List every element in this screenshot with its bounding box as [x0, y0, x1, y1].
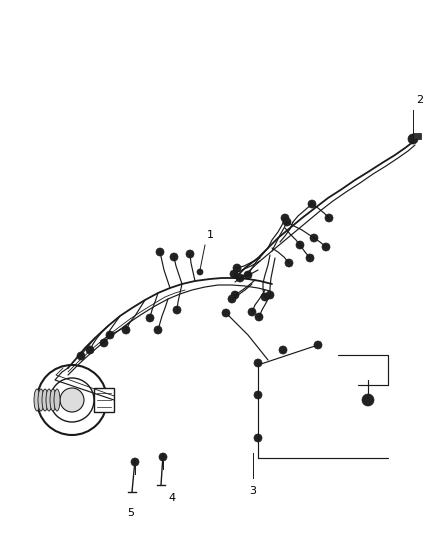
- Ellipse shape: [42, 389, 48, 411]
- Circle shape: [283, 218, 291, 226]
- Circle shape: [100, 339, 108, 347]
- Circle shape: [244, 271, 252, 279]
- Circle shape: [230, 270, 238, 278]
- Circle shape: [222, 309, 230, 317]
- Circle shape: [154, 326, 162, 334]
- Circle shape: [77, 352, 85, 360]
- Text: 4: 4: [168, 493, 175, 503]
- Circle shape: [248, 308, 256, 316]
- Circle shape: [186, 250, 194, 258]
- Ellipse shape: [50, 389, 56, 411]
- Circle shape: [131, 458, 139, 466]
- Circle shape: [255, 313, 263, 321]
- Circle shape: [231, 291, 239, 299]
- Circle shape: [296, 241, 304, 249]
- Circle shape: [285, 259, 293, 267]
- Circle shape: [310, 234, 318, 242]
- Circle shape: [314, 341, 322, 349]
- Circle shape: [197, 269, 203, 275]
- Bar: [413, 133, 421, 139]
- Ellipse shape: [54, 389, 60, 411]
- Circle shape: [362, 394, 374, 406]
- Text: 1: 1: [207, 230, 214, 240]
- Ellipse shape: [46, 389, 52, 411]
- Circle shape: [279, 346, 287, 354]
- Circle shape: [281, 214, 289, 222]
- Circle shape: [146, 314, 154, 322]
- Ellipse shape: [38, 389, 44, 411]
- Circle shape: [37, 365, 107, 435]
- Text: 5: 5: [127, 508, 134, 518]
- Circle shape: [322, 243, 330, 251]
- Circle shape: [228, 295, 236, 303]
- Circle shape: [50, 378, 94, 422]
- Circle shape: [308, 200, 316, 208]
- Text: 3: 3: [250, 486, 257, 496]
- Circle shape: [254, 391, 262, 399]
- Bar: [94, 388, 114, 412]
- Circle shape: [159, 453, 167, 461]
- Circle shape: [156, 248, 164, 256]
- Circle shape: [325, 214, 333, 222]
- Ellipse shape: [34, 389, 40, 411]
- Circle shape: [254, 359, 262, 367]
- Circle shape: [236, 274, 244, 282]
- Circle shape: [261, 293, 269, 301]
- Circle shape: [233, 264, 241, 272]
- Circle shape: [122, 326, 130, 334]
- Circle shape: [86, 346, 94, 354]
- Text: 2: 2: [416, 95, 423, 105]
- Circle shape: [106, 331, 114, 339]
- Circle shape: [170, 253, 178, 261]
- Circle shape: [173, 306, 181, 314]
- Circle shape: [60, 388, 84, 412]
- Circle shape: [254, 434, 262, 442]
- Circle shape: [408, 134, 418, 144]
- Circle shape: [266, 291, 274, 299]
- Circle shape: [306, 254, 314, 262]
